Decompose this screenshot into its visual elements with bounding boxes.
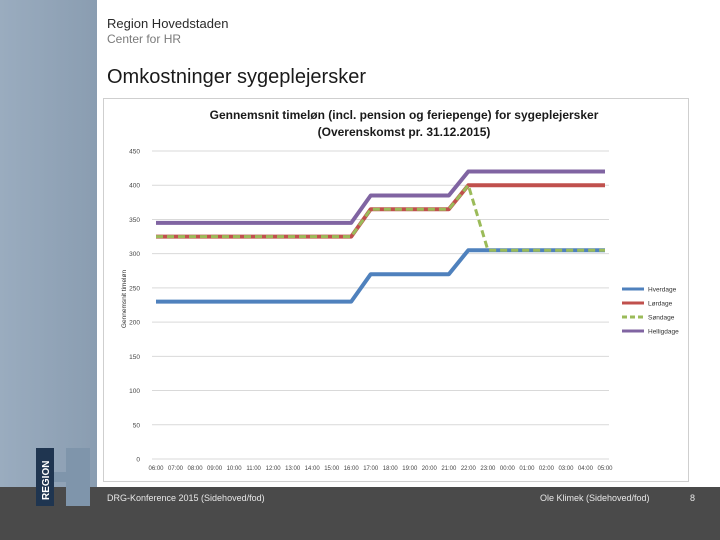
x-tick-label: 01:00 <box>519 466 535 472</box>
x-tick-label: 05:00 <box>597 466 613 472</box>
x-tick-label: 11:00 <box>246 466 261 472</box>
region-logo: REGION <box>36 448 90 506</box>
slide-title: Omkostninger sygeplejersker <box>107 66 366 88</box>
x-tick-label: 08:00 <box>188 466 204 472</box>
chart-title-line2: (Overenskomst pr. 31.12.2015) <box>318 125 491 139</box>
x-tick-label: 20:00 <box>422 466 438 472</box>
line-chart: Gennemsnit timeløn (incl. pension og fer… <box>121 108 679 472</box>
x-tick-label: 14:00 <box>305 466 321 472</box>
x-tick-label: 13:00 <box>285 466 301 472</box>
footer-left-text: DRG-Konference 2015 (Sidehoved/fod) <box>107 493 265 503</box>
x-tick-label: 16:00 <box>344 466 360 472</box>
legend-label: Søndage <box>648 315 675 322</box>
x-tick-label: 22:00 <box>461 466 477 472</box>
y-tick-label: 100 <box>129 388 140 395</box>
legend-label: Hverdage <box>648 287 677 294</box>
y-tick-label: 250 <box>129 285 140 292</box>
header-dept: Center for HR <box>107 32 182 46</box>
chart-container: Gennemsnit timeløn (incl. pension og fer… <box>103 98 689 482</box>
logo-text: REGION <box>41 461 52 500</box>
y-tick-label: 200 <box>129 320 140 327</box>
x-tick-label: 07:00 <box>168 466 184 472</box>
x-tick-label: 02:00 <box>539 466 555 472</box>
series-line-helligdage <box>156 169 605 225</box>
x-tick-label: 19:00 <box>402 466 418 472</box>
x-tick-label: 17:00 <box>363 466 379 472</box>
y-tick-label: 450 <box>129 149 140 156</box>
y-tick-label: 400 <box>129 183 140 190</box>
chart-title-line1: Gennemsnit timeløn (incl. pension og fer… <box>210 108 599 122</box>
y-tick-label: 350 <box>129 217 140 224</box>
page-number: 8 <box>690 493 696 503</box>
footer-bar <box>0 487 720 540</box>
x-tick-label: 21:00 <box>441 466 457 472</box>
x-tick-label: 15:00 <box>324 466 340 472</box>
y-tick-label: 150 <box>129 354 140 361</box>
x-tick-label: 10:00 <box>227 466 243 472</box>
y-axis-label: Gennemsnit timeløn <box>121 270 128 329</box>
x-tick-label: 00:00 <box>500 466 516 472</box>
x-tick-label: 03:00 <box>558 466 574 472</box>
y-tick-label: 300 <box>129 251 140 258</box>
y-tick-label: 50 <box>133 422 141 429</box>
series-line-lørdage <box>156 183 605 239</box>
x-tick-label: 06:00 <box>148 466 164 472</box>
legend-label: Helligdage <box>648 329 679 336</box>
legend-label: Lørdage <box>648 301 673 308</box>
x-tick-label: 18:00 <box>383 466 399 472</box>
x-tick-label: 09:00 <box>207 466 223 472</box>
x-tick-label: 23:00 <box>480 466 496 472</box>
series-line-hverdage <box>156 248 605 304</box>
x-tick-label: 12:00 <box>266 466 282 472</box>
y-tick-label: 0 <box>136 457 140 464</box>
footer-right-text: Ole Klimek (Sidehoved/fod) <box>540 493 650 503</box>
x-tick-label: 04:00 <box>578 466 594 472</box>
header-org: Region Hovedstaden <box>107 16 229 31</box>
